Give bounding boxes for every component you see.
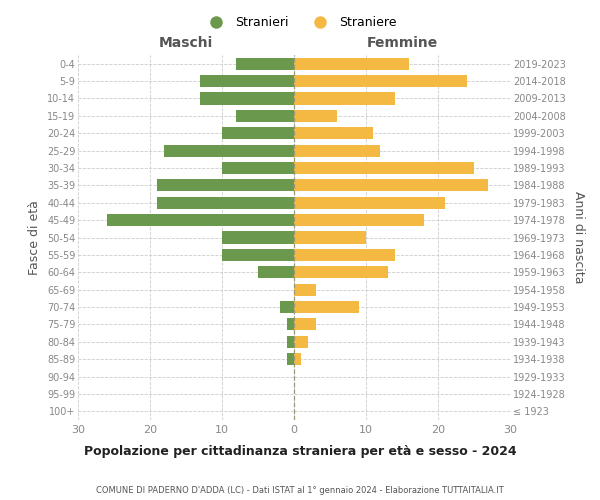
Bar [157, 196, 294, 209]
Bar [294, 353, 301, 365]
Text: Popolazione per cittadinanza straniera per età e sesso - 2024: Popolazione per cittadinanza straniera p… [83, 444, 517, 458]
Bar [107, 214, 294, 226]
Bar [294, 58, 409, 70]
Bar [294, 232, 366, 243]
Y-axis label: Anni di nascita: Anni di nascita [572, 191, 585, 284]
Bar [222, 249, 294, 261]
Bar [294, 92, 395, 104]
Bar [287, 318, 294, 330]
Bar [222, 162, 294, 174]
Legend: Stranieri, Straniere: Stranieri, Straniere [199, 11, 401, 34]
Bar [294, 162, 474, 174]
Bar [294, 284, 316, 296]
Bar [222, 232, 294, 243]
Bar [236, 110, 294, 122]
Bar [294, 196, 445, 209]
Bar [287, 353, 294, 365]
Bar [294, 318, 316, 330]
Bar [294, 249, 395, 261]
Bar [280, 301, 294, 313]
Bar [294, 266, 388, 278]
Bar [294, 301, 359, 313]
Bar [236, 58, 294, 70]
Y-axis label: Fasce di età: Fasce di età [28, 200, 41, 275]
Text: Femmine: Femmine [367, 36, 437, 50]
Bar [222, 127, 294, 140]
Bar [258, 266, 294, 278]
Bar [164, 144, 294, 156]
Bar [294, 75, 467, 87]
Bar [200, 92, 294, 104]
Bar [287, 336, 294, 348]
Bar [294, 214, 424, 226]
Bar [294, 144, 380, 156]
Bar [200, 75, 294, 87]
Bar [294, 180, 488, 192]
Bar [294, 127, 373, 140]
Bar [294, 336, 308, 348]
Bar [294, 110, 337, 122]
Text: Maschi: Maschi [159, 36, 213, 50]
Text: COMUNE DI PADERNO D'ADDA (LC) - Dati ISTAT al 1° gennaio 2024 - Elaborazione TUT: COMUNE DI PADERNO D'ADDA (LC) - Dati IST… [96, 486, 504, 495]
Bar [157, 180, 294, 192]
